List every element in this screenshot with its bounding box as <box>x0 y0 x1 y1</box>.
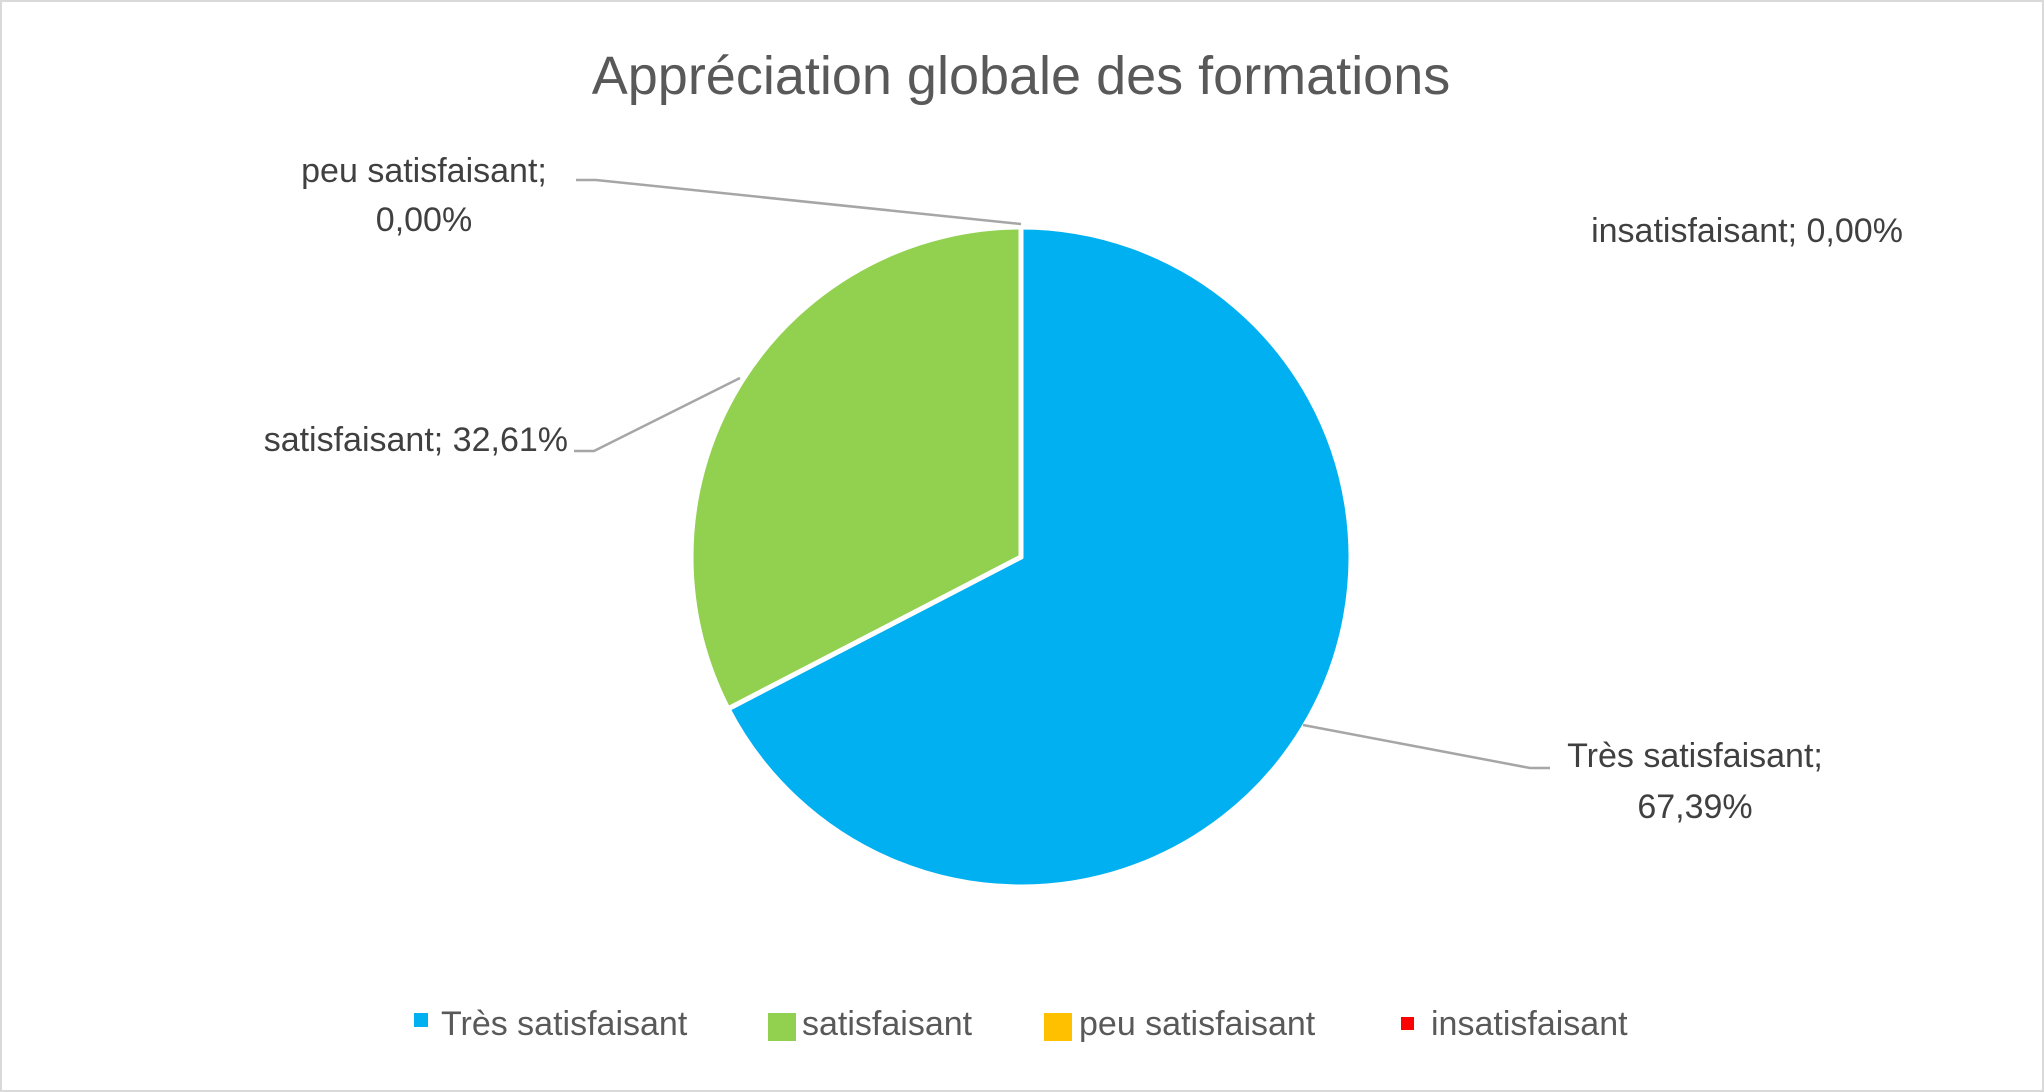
data-label-unsatisfied: insatisfaisant; 0,00% <box>1591 212 1903 250</box>
legend-label-little-satisfied: peu satisfaisant <box>1079 1005 1316 1043</box>
pie-slices <box>688 224 1354 890</box>
pie-slice-satisfaisant <box>688 224 1024 712</box>
data-label-little-satisfied-name: peu satisfaisant; <box>301 152 547 190</box>
legend-label-unsatisfied: insatisfaisant <box>1431 1005 1628 1043</box>
leader-line-satisfied <box>574 376 741 453</box>
legend-label-very-satisfied: Très satisfaisant <box>441 1005 688 1043</box>
legend-swatch-unsatisfied <box>1401 1017 1414 1030</box>
legend-swatch-very-satisfied <box>414 1013 428 1027</box>
data-label-very-satisfied-value: 67,39% <box>1637 788 1752 826</box>
legend: Très satisfaisant satisfaisant peu satis… <box>414 1005 1628 1043</box>
pie-slice-tr-s-satisfaisant <box>725 224 1354 890</box>
leader-line-very-satisfied <box>1302 723 1550 770</box>
legend-swatch-little-satisfied <box>1044 1013 1072 1041</box>
chart-title: Appréciation globale des formations <box>592 46 1451 106</box>
legend-label-satisfied: satisfaisant <box>802 1005 973 1043</box>
legend-swatch-satisfied <box>768 1013 796 1041</box>
leader-line-little-satisfied <box>576 178 1022 226</box>
data-label-satisfied: satisfaisant; 32,61% <box>264 421 568 459</box>
data-label-little-satisfied-value: 0,00% <box>376 201 472 239</box>
data-label-very-satisfied-name: Très satisfaisant; <box>1567 737 1823 775</box>
